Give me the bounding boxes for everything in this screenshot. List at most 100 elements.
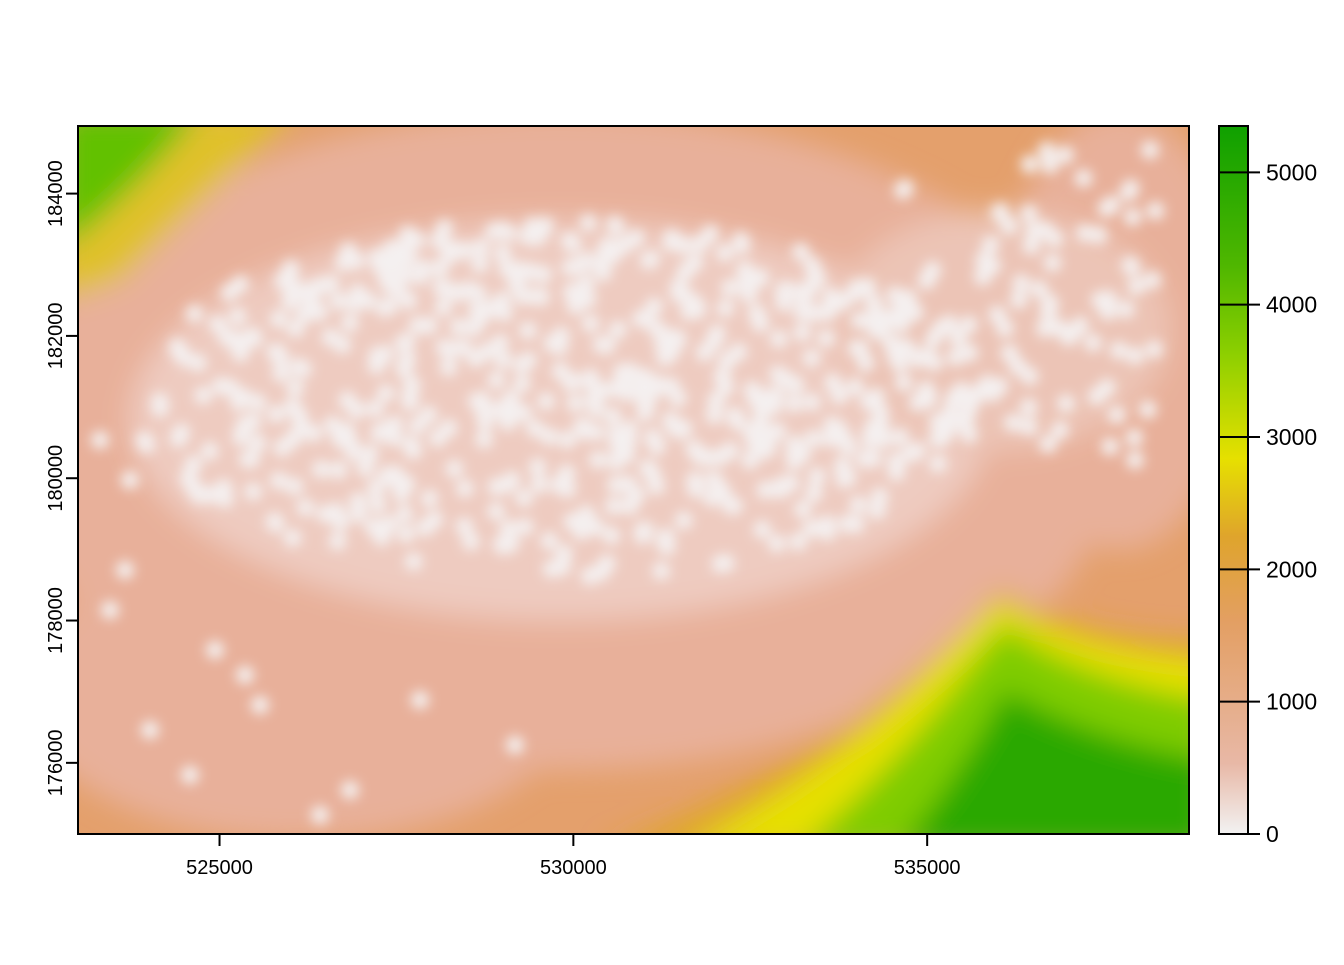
sample-point-halo	[803, 257, 822, 275]
sample-point-halo	[1119, 183, 1138, 202]
sample-point-halo	[475, 430, 494, 449]
sample-point-halo	[349, 505, 368, 523]
sample-point-halo	[243, 412, 262, 431]
sample-point-halo	[988, 305, 1007, 324]
sample-point-halo	[269, 310, 288, 329]
sample-point-halo	[356, 459, 375, 477]
sample-point-halo	[1126, 346, 1145, 365]
sample-point-halo	[802, 519, 821, 538]
sample-point-halo	[716, 299, 735, 318]
sample-point-halo	[917, 380, 936, 399]
sample-point-halo	[558, 480, 577, 499]
sample-point-halo	[116, 561, 134, 579]
sample-point-halo	[834, 428, 853, 447]
sample-point-halo	[1020, 417, 1038, 436]
sample-point-halo	[928, 430, 947, 449]
sample-point-halo	[467, 392, 486, 411]
sample-point-halo	[974, 251, 993, 270]
sample-point-halo	[321, 274, 340, 293]
sample-point-halo	[597, 336, 616, 355]
sample-point-halo	[404, 552, 423, 571]
sample-point-halo	[341, 781, 359, 799]
sample-point-halo	[1074, 169, 1093, 188]
sample-point-halo	[617, 445, 636, 464]
sample-point-halo	[945, 388, 964, 407]
sample-point-halo	[398, 225, 417, 244]
sample-point-halo	[397, 525, 415, 543]
sample-point-halo	[645, 297, 664, 316]
sample-point-halo	[639, 251, 658, 270]
sample-point-halo	[721, 496, 740, 515]
sample-point-halo	[1071, 316, 1090, 335]
sample-point-halo	[1020, 367, 1039, 386]
sample-point-halo	[540, 427, 558, 446]
sample-point-halo	[747, 304, 766, 323]
sample-point-halo	[1037, 142, 1056, 160]
sample-point-halo	[487, 502, 506, 521]
sample-point-halo	[685, 439, 704, 458]
sample-point-halo	[461, 532, 480, 551]
sample-point-halo	[499, 519, 518, 538]
y-axis: 176000 178000 180000 182000 184000	[45, 160, 79, 796]
sample-point-halo	[574, 421, 593, 440]
sample-point-halo	[369, 424, 388, 442]
sample-point-halo	[768, 422, 787, 441]
sample-point-halo	[931, 319, 950, 338]
sample-point-halo	[500, 392, 519, 411]
sample-point-halo	[379, 515, 398, 534]
sample-point-halo	[1138, 400, 1157, 419]
sample-point-halo	[991, 202, 1010, 221]
sample-point-halo	[707, 324, 726, 343]
sample-point-halo	[1000, 344, 1019, 363]
sample-point-halo	[1012, 274, 1031, 293]
sample-point-halo	[519, 321, 537, 340]
sample-point-halo	[833, 456, 852, 475]
sample-point-halo	[1020, 155, 1039, 174]
sample-point-halo	[1146, 201, 1165, 220]
sample-point-halo	[729, 342, 748, 361]
sample-point-halo	[1009, 290, 1028, 309]
y-tick-label: 182000	[45, 303, 67, 370]
sample-point-halo	[959, 315, 978, 334]
sample-point-halo	[514, 287, 533, 306]
sample-point-halo	[823, 373, 842, 392]
sample-point-halo	[445, 459, 464, 478]
sample-point-halo	[515, 489, 534, 507]
sample-point-halo	[382, 244, 401, 263]
sample-point-halo	[551, 362, 570, 380]
sample-point-halo	[899, 289, 918, 308]
sample-point-halo	[189, 353, 207, 372]
sample-point-halo	[368, 346, 386, 365]
sample-point-halo	[101, 601, 119, 619]
sample-point-halo	[560, 231, 579, 250]
sample-point-halo	[753, 520, 772, 539]
sample-point-halo	[242, 449, 261, 468]
sample-point-halo	[1091, 291, 1109, 309]
sample-point-halo	[289, 357, 308, 376]
sample-point-halo	[1056, 146, 1075, 164]
sample-point-halo	[1101, 437, 1120, 456]
sample-point-halo	[1045, 229, 1064, 248]
sample-point-halo	[184, 455, 203, 474]
y-tick-label: 184000	[45, 160, 67, 227]
x-tick-label: 530000	[540, 857, 607, 879]
sample-point-halo	[908, 393, 927, 412]
sample-point-halo	[228, 307, 247, 326]
sample-point-halo	[528, 458, 547, 476]
sample-point-halo	[602, 526, 621, 545]
sample-point-halo	[398, 350, 417, 369]
sample-point-halo	[329, 461, 348, 480]
legend-tick-label: 1000	[1266, 689, 1317, 715]
sample-point-halo	[284, 430, 302, 448]
sample-point-halo	[636, 521, 655, 540]
sample-point-halo	[1141, 141, 1159, 159]
sample-point-halo	[221, 378, 240, 397]
sample-point-halo	[603, 246, 622, 265]
y-tick-label: 176000	[45, 729, 67, 796]
sample-point-halo	[430, 259, 449, 278]
sample-point-halo	[791, 243, 810, 262]
sample-point-halo	[949, 329, 968, 348]
sample-point-halo	[328, 532, 347, 551]
sample-point-halo	[789, 532, 807, 551]
sample-point-halo	[302, 280, 321, 299]
